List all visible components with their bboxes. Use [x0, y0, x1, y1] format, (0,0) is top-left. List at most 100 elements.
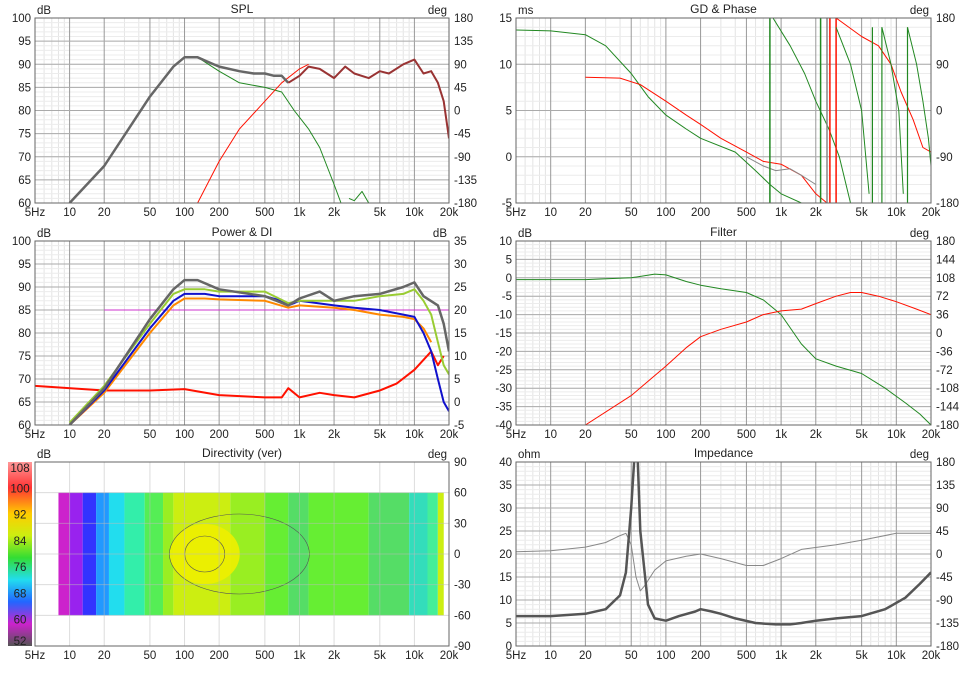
spl-x-tick-label: 1k — [293, 207, 305, 219]
colorbar-tick-label: 92 — [14, 510, 27, 522]
spl-x-tick-label: 500 — [255, 207, 274, 219]
impedance-y2-tick-label: 45 — [936, 526, 949, 538]
powerdi-y2-tick-label: 30 — [454, 259, 467, 271]
impedance-series-group — [516, 462, 931, 626]
spl-y-tick-label: 80 — [18, 106, 31, 118]
filter-y-tick-label: -20 — [495, 346, 512, 358]
filter-right-unit: deg — [910, 228, 929, 240]
gdphase-x-tick-label: 1k — [775, 207, 787, 219]
spl-y2-tick-label: -135 — [454, 175, 477, 187]
spl-y-tick-label: 70 — [18, 152, 31, 164]
spl-title: SPL — [231, 2, 254, 16]
gdphase-x-tick-label: 5Hz — [506, 207, 527, 219]
impedance-x-tick-label: 20 — [579, 650, 592, 662]
filter-y-tick-label: -5 — [502, 291, 512, 303]
filter-title: Filter — [710, 225, 737, 239]
powerdi-right-unit: dB — [433, 228, 447, 240]
powerdi-series-line — [68, 278, 449, 425]
filter-series-line — [516, 273, 931, 425]
spl-series-line — [68, 56, 290, 203]
directivity-frame — [34, 461, 450, 647]
powerdi-title: Power & DI — [212, 225, 273, 239]
spl-y-tick-label: 95 — [18, 36, 31, 48]
filter-x-tick-label: 5Hz — [506, 429, 527, 441]
impedance-y-tick-label: 35 — [499, 480, 512, 492]
impedance-series-line — [516, 462, 636, 618]
powerdi-x-tick-label: 1k — [293, 429, 305, 441]
powerdi-x-tick-label: 100 — [175, 429, 194, 441]
filter-x-tick-label: 500 — [737, 429, 756, 441]
filter-y-tick-label: 10 — [499, 236, 512, 248]
gdphase-x-tick-label: 50 — [625, 207, 638, 219]
impedance-x-tick-label: 1k — [775, 650, 787, 662]
spl-y2-tick-label: -90 — [454, 152, 471, 164]
gdphase-series-group — [516, 18, 931, 203]
directivity-y2-tick-label: -60 — [454, 610, 471, 622]
gdphase-left-unit: ms — [518, 5, 534, 17]
directivity-x-tick-label: 20 — [98, 650, 111, 662]
impedance-y2-tick-label: -45 — [936, 572, 953, 584]
gdphase-x-tick-label: 5k — [856, 207, 868, 219]
powerdi-y-tick-label: 85 — [18, 305, 31, 317]
powerdi-x-tick-label: 20 — [98, 429, 111, 441]
filter-series-line — [585, 292, 931, 425]
powerdi-y-tick-label: 75 — [18, 351, 31, 363]
colorbar-tick-label: 52 — [14, 636, 27, 648]
directivity-x-tick-label: 500 — [255, 650, 274, 662]
gdphase-y-tick-label: 10 — [499, 59, 512, 71]
powerdi-y-tick-label: 80 — [18, 328, 31, 340]
spl-y-tick-label: 75 — [18, 129, 31, 141]
impedance-y-tick-label: 5 — [506, 618, 512, 630]
impedance-y-tick-label: 30 — [499, 503, 512, 515]
gdphase-series-line — [835, 18, 931, 153]
impedance-series-line — [516, 532, 931, 592]
spl-series-line — [287, 58, 449, 139]
powerdi-series-line — [35, 350, 445, 399]
spl-x-tick-label: 20k — [440, 207, 459, 219]
impedance-y2-tick-label: 135 — [936, 480, 955, 492]
powerdi-x-tick-label: 200 — [210, 429, 229, 441]
directivity-x-tick-label: 10k — [405, 650, 424, 662]
impedance-y2-tick-label: 90 — [936, 503, 949, 515]
powerdi-y2-tick-label: 20 — [454, 305, 467, 317]
powerdi-x-tick-label: 5k — [374, 429, 386, 441]
impedance-y-tick-label: 0 — [506, 641, 512, 653]
filter-y2-tick-label: 0 — [936, 328, 942, 340]
spl-y-tick-label: 65 — [18, 175, 31, 187]
directivity-left-unit: dB — [37, 449, 51, 461]
directivity-right-unit: deg — [428, 449, 447, 461]
impedance-x-tick-label: 10k — [887, 650, 906, 662]
filter-y2-tick-label: 72 — [936, 291, 949, 303]
directivity-x-tick-label: 10 — [63, 650, 76, 662]
impedance-frame — [515, 461, 932, 647]
filter-y2-tick-label: 144 — [936, 254, 956, 266]
impedance-x-tick-label: 200 — [691, 650, 710, 662]
gdphase-series-line — [746, 156, 817, 185]
powerdi-y-tick-label: 95 — [18, 259, 31, 271]
impedance-x-tick-label: 5Hz — [506, 650, 527, 662]
spl-y2-tick-label: 90 — [454, 59, 467, 71]
gdphase-series-line — [835, 27, 870, 194]
filter-y-tick-label: -15 — [495, 328, 512, 340]
filter-x-tick-label: 1k — [775, 429, 787, 441]
directivity-chart: Directivity (ver) dB deg 5Hz 10 20 50 100 200 500… — [8, 446, 471, 662]
directivity-x-tick-label: 2k — [328, 650, 340, 662]
directivity-colorbar — [8, 462, 32, 646]
gdphase-y2-tick-label: -90 — [936, 152, 953, 164]
filter-y2-tick-label: -108 — [936, 383, 959, 395]
powerdi-x-tick-label: 5Hz — [25, 429, 46, 441]
impedance-x-tick-label: 20k — [922, 650, 941, 662]
spl-y2-tick-label: 135 — [454, 36, 473, 48]
spl-y2-tick-label: 0 — [454, 106, 460, 118]
impedance-y2-tick-label: -90 — [936, 595, 953, 607]
directivity-x-tick-label: 200 — [210, 650, 229, 662]
directivity-title: Directivity (ver) — [202, 446, 282, 460]
spl-frame — [34, 17, 450, 204]
colorbar-tick-label: 108 — [10, 463, 29, 475]
powerdi-frame — [34, 240, 450, 426]
directivity-y2-tick-label: 0 — [454, 549, 460, 561]
spl-series-line — [197, 63, 309, 203]
